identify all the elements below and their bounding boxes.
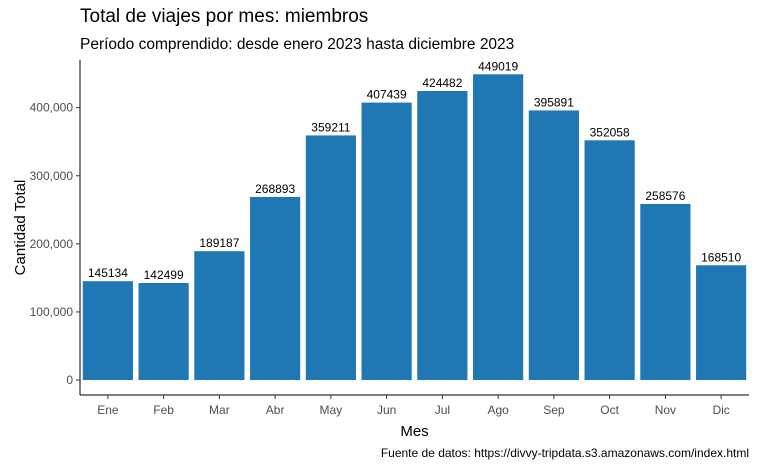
data-label-jun: 407439: [367, 88, 407, 102]
bar-nov: [640, 203, 691, 381]
y-axis-title: Cantidad Total: [12, 180, 29, 276]
bar-ago: [473, 74, 524, 381]
data-label-abr: 268893: [255, 182, 295, 196]
y-tick-label: 100,000: [30, 305, 74, 319]
data-label-mar: 189187: [199, 236, 239, 250]
bar-may: [305, 135, 356, 381]
x-tick-label-feb: Feb: [153, 403, 174, 417]
x-tick-label-mar: Mar: [209, 403, 230, 417]
y-tick-label: 200,000: [30, 237, 74, 251]
bar-oct: [584, 140, 635, 381]
bar-dic: [696, 265, 747, 381]
bar-abr: [250, 196, 301, 381]
y-tick-label: 300,000: [30, 169, 74, 183]
x-tick-label-abr: Abr: [266, 403, 285, 417]
data-labels: 145134 142499 189187 268893 359211 407439 4244…: [88, 59, 742, 282]
x-tick-label-sep: Sep: [543, 403, 565, 417]
data-label-jul: 424482: [422, 76, 462, 90]
bar-jul: [417, 90, 468, 381]
y-tick-label: 0: [66, 373, 73, 387]
x-tick-label-dic: Dic: [712, 403, 729, 417]
bar-ene: [82, 281, 133, 381]
x-tick-label-oct: Oct: [600, 403, 619, 417]
y-tick-label: 400,000: [30, 101, 74, 115]
data-label-ene: 145134: [88, 266, 128, 280]
x-tick-label-may: May: [320, 403, 343, 417]
chart-subtitle: Período comprendido: desde enero 2023 ha…: [80, 36, 515, 53]
data-label-dic: 168510: [701, 250, 741, 264]
x-tick-label-ago: Ago: [487, 403, 509, 417]
data-label-oct: 352058: [590, 125, 630, 139]
data-label-feb: 142499: [144, 268, 184, 282]
axes: [79, 60, 749, 396]
x-axis-title: Mes: [400, 423, 428, 440]
x-tick-label-ene: Ene: [97, 403, 119, 417]
x-axis-ticks: Ene Feb Mar Abr May Jun Jul Ago Sep Oct Nov Dic: [97, 395, 730, 417]
x-tick-label-jun: Jun: [377, 403, 396, 417]
bar-feb: [138, 282, 189, 381]
bars: [82, 74, 747, 381]
x-tick-label-nov: Nov: [655, 403, 676, 417]
data-label-sep: 395891: [534, 95, 574, 109]
data-label-may: 359211: [311, 120, 350, 134]
data-label-ago: 449019: [478, 59, 518, 73]
bar-jun: [361, 102, 412, 381]
bar-mar: [194, 251, 245, 381]
data-source-caption: Fuente de datos: https://divvy-tripdata.…: [380, 446, 749, 460]
chart-title: Total de viajes por mes: miembros: [80, 6, 369, 27]
y-axis-ticks: 0 100,000 200,000 300,000 400,000: [30, 101, 80, 387]
bar-sep: [528, 110, 579, 381]
x-tick-label-jul: Jul: [435, 403, 450, 417]
data-label-nov: 258576: [645, 189, 685, 203]
